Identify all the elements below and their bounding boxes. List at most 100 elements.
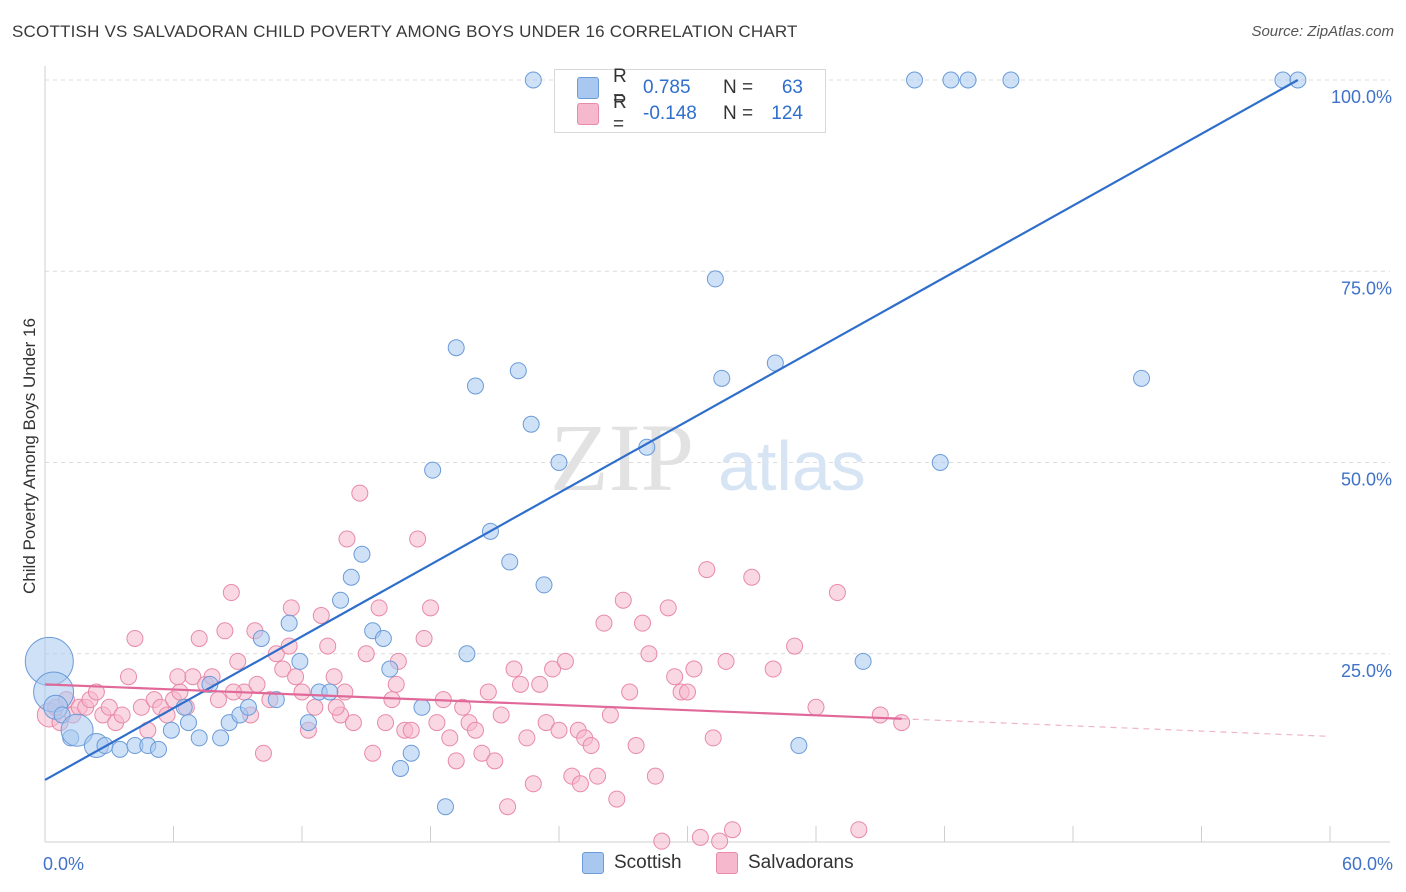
salvadoran-point — [679, 683, 696, 701]
salvadoran-point — [666, 668, 684, 686]
salvadoran-point — [646, 767, 664, 785]
scottish-point — [402, 744, 420, 762]
scottish-point — [179, 714, 197, 732]
salvadoran-point — [505, 660, 523, 678]
legend-r-value: -0.148 — [643, 103, 697, 124]
scottish-point — [1133, 369, 1151, 387]
salvadoran-point — [608, 790, 626, 808]
salvadoran-point — [556, 652, 574, 670]
salvadoran-point — [640, 645, 658, 663]
salvadoran-point — [357, 645, 375, 663]
salvadoran-point — [377, 714, 395, 732]
scottish-point — [436, 798, 454, 816]
salvadoran-trend-line — [44, 683, 902, 720]
trend-lines — [44, 79, 1331, 781]
salvadoran-point — [589, 767, 607, 785]
salvadoran-point — [704, 729, 722, 747]
scottish-point — [280, 614, 298, 632]
legend-r-label: R = — [613, 92, 627, 135]
bottom-legend-label: Scottish — [614, 852, 682, 873]
salvadoran-point — [387, 675, 405, 693]
salvadoran-point — [653, 832, 671, 850]
y-tick-label: 100.0% — [1331, 87, 1392, 107]
salvadoran-point — [169, 668, 187, 686]
bottom-legend-salvadorans[interactable]: Salvadorans — [716, 852, 854, 874]
salvadoran-point — [466, 721, 484, 739]
salvadoran-point — [828, 584, 846, 602]
salvadoran-point — [544, 660, 562, 678]
salvadoran-point — [454, 698, 472, 716]
scottish-point — [353, 545, 371, 563]
salvadoran-point — [422, 599, 439, 617]
legend-n-value: 63 — [781, 77, 803, 98]
salvadoran-point — [627, 737, 645, 755]
bottom-legend-scottish[interactable]: Scottish — [582, 852, 682, 874]
scottish-point — [906, 71, 924, 89]
scottish-point — [162, 721, 180, 739]
salvadoran-point — [511, 675, 529, 693]
scottish-point — [447, 339, 465, 357]
scottish-point — [501, 553, 519, 571]
scottish-point — [342, 568, 360, 586]
scottish-point — [291, 652, 309, 670]
salvadoran-point — [717, 652, 735, 670]
salvadoran-point — [402, 721, 420, 739]
source-label: Source: ZipAtlas.com — [1251, 23, 1394, 40]
salvadoran-point — [614, 591, 632, 609]
scottish-point — [509, 362, 527, 380]
legend-swatch-scottish — [582, 852, 604, 874]
salvadoran-point — [209, 691, 227, 709]
scottish-point — [374, 629, 392, 647]
grid-layer — [45, 79, 1390, 655]
scottish-point — [535, 576, 553, 594]
y-tick-label: 25.0% — [1341, 661, 1392, 681]
scottish-point — [60, 713, 94, 747]
legend-n-label: N = — [723, 77, 754, 98]
salvadoran-point — [370, 599, 388, 617]
salvadoran-point — [254, 744, 272, 762]
bottom-legend-label: Salvadorans — [748, 852, 854, 873]
salvadoran-point — [171, 683, 189, 701]
salvadoran-point — [441, 729, 459, 747]
salvadoran-point — [723, 821, 741, 839]
salvadoran-point — [428, 714, 446, 732]
watermark: ZIP atlas — [550, 404, 866, 511]
salvadoran-point — [531, 675, 549, 693]
salvadoran-point — [537, 714, 555, 732]
salvadoran-point — [582, 737, 600, 755]
salvadoran-point — [327, 698, 345, 716]
salvadoran-point — [685, 660, 703, 678]
scottish-point — [267, 691, 285, 709]
scottish-point — [299, 714, 317, 732]
legend-n-label: N = — [723, 103, 754, 124]
salvadoran-point — [447, 752, 465, 770]
salvadoran-point — [364, 744, 382, 762]
scottish-point — [413, 698, 431, 716]
legend-swatch-scottish — [577, 77, 599, 99]
salvadoran-point — [338, 530, 356, 548]
salvadoran-point — [287, 668, 305, 686]
bottom-legend: Scottish Salvadorans — [0, 852, 1406, 876]
salvadoran-point — [743, 568, 761, 586]
salvadoran-point — [190, 629, 208, 647]
legend-r-value: 0.785 — [643, 77, 691, 98]
scottish-point — [854, 652, 872, 670]
y-tick-label: 50.0% — [1341, 470, 1392, 490]
scottish-point — [706, 270, 724, 288]
legend-swatch-salvadoran — [577, 103, 599, 125]
x-tick-label: 0.0% — [43, 854, 84, 874]
scottish-point — [466, 377, 484, 395]
salvadoran-point — [351, 484, 369, 502]
salvadoran-point — [87, 683, 105, 701]
scottish-point — [321, 683, 339, 701]
salvadoran-point — [850, 821, 868, 839]
salvadoran-trend-extension — [901, 718, 1331, 737]
scottish-trend-line — [44, 79, 1299, 781]
salvadoran-point — [634, 614, 652, 632]
salvadoran-point — [306, 698, 324, 716]
legend-r-label: R = — [613, 66, 627, 109]
chart-title: SCOTTISH VS SALVADORAN CHILD POVERTY AMO… — [12, 22, 798, 41]
salvadoran-point — [409, 530, 427, 548]
salvadoran-point — [126, 629, 144, 647]
